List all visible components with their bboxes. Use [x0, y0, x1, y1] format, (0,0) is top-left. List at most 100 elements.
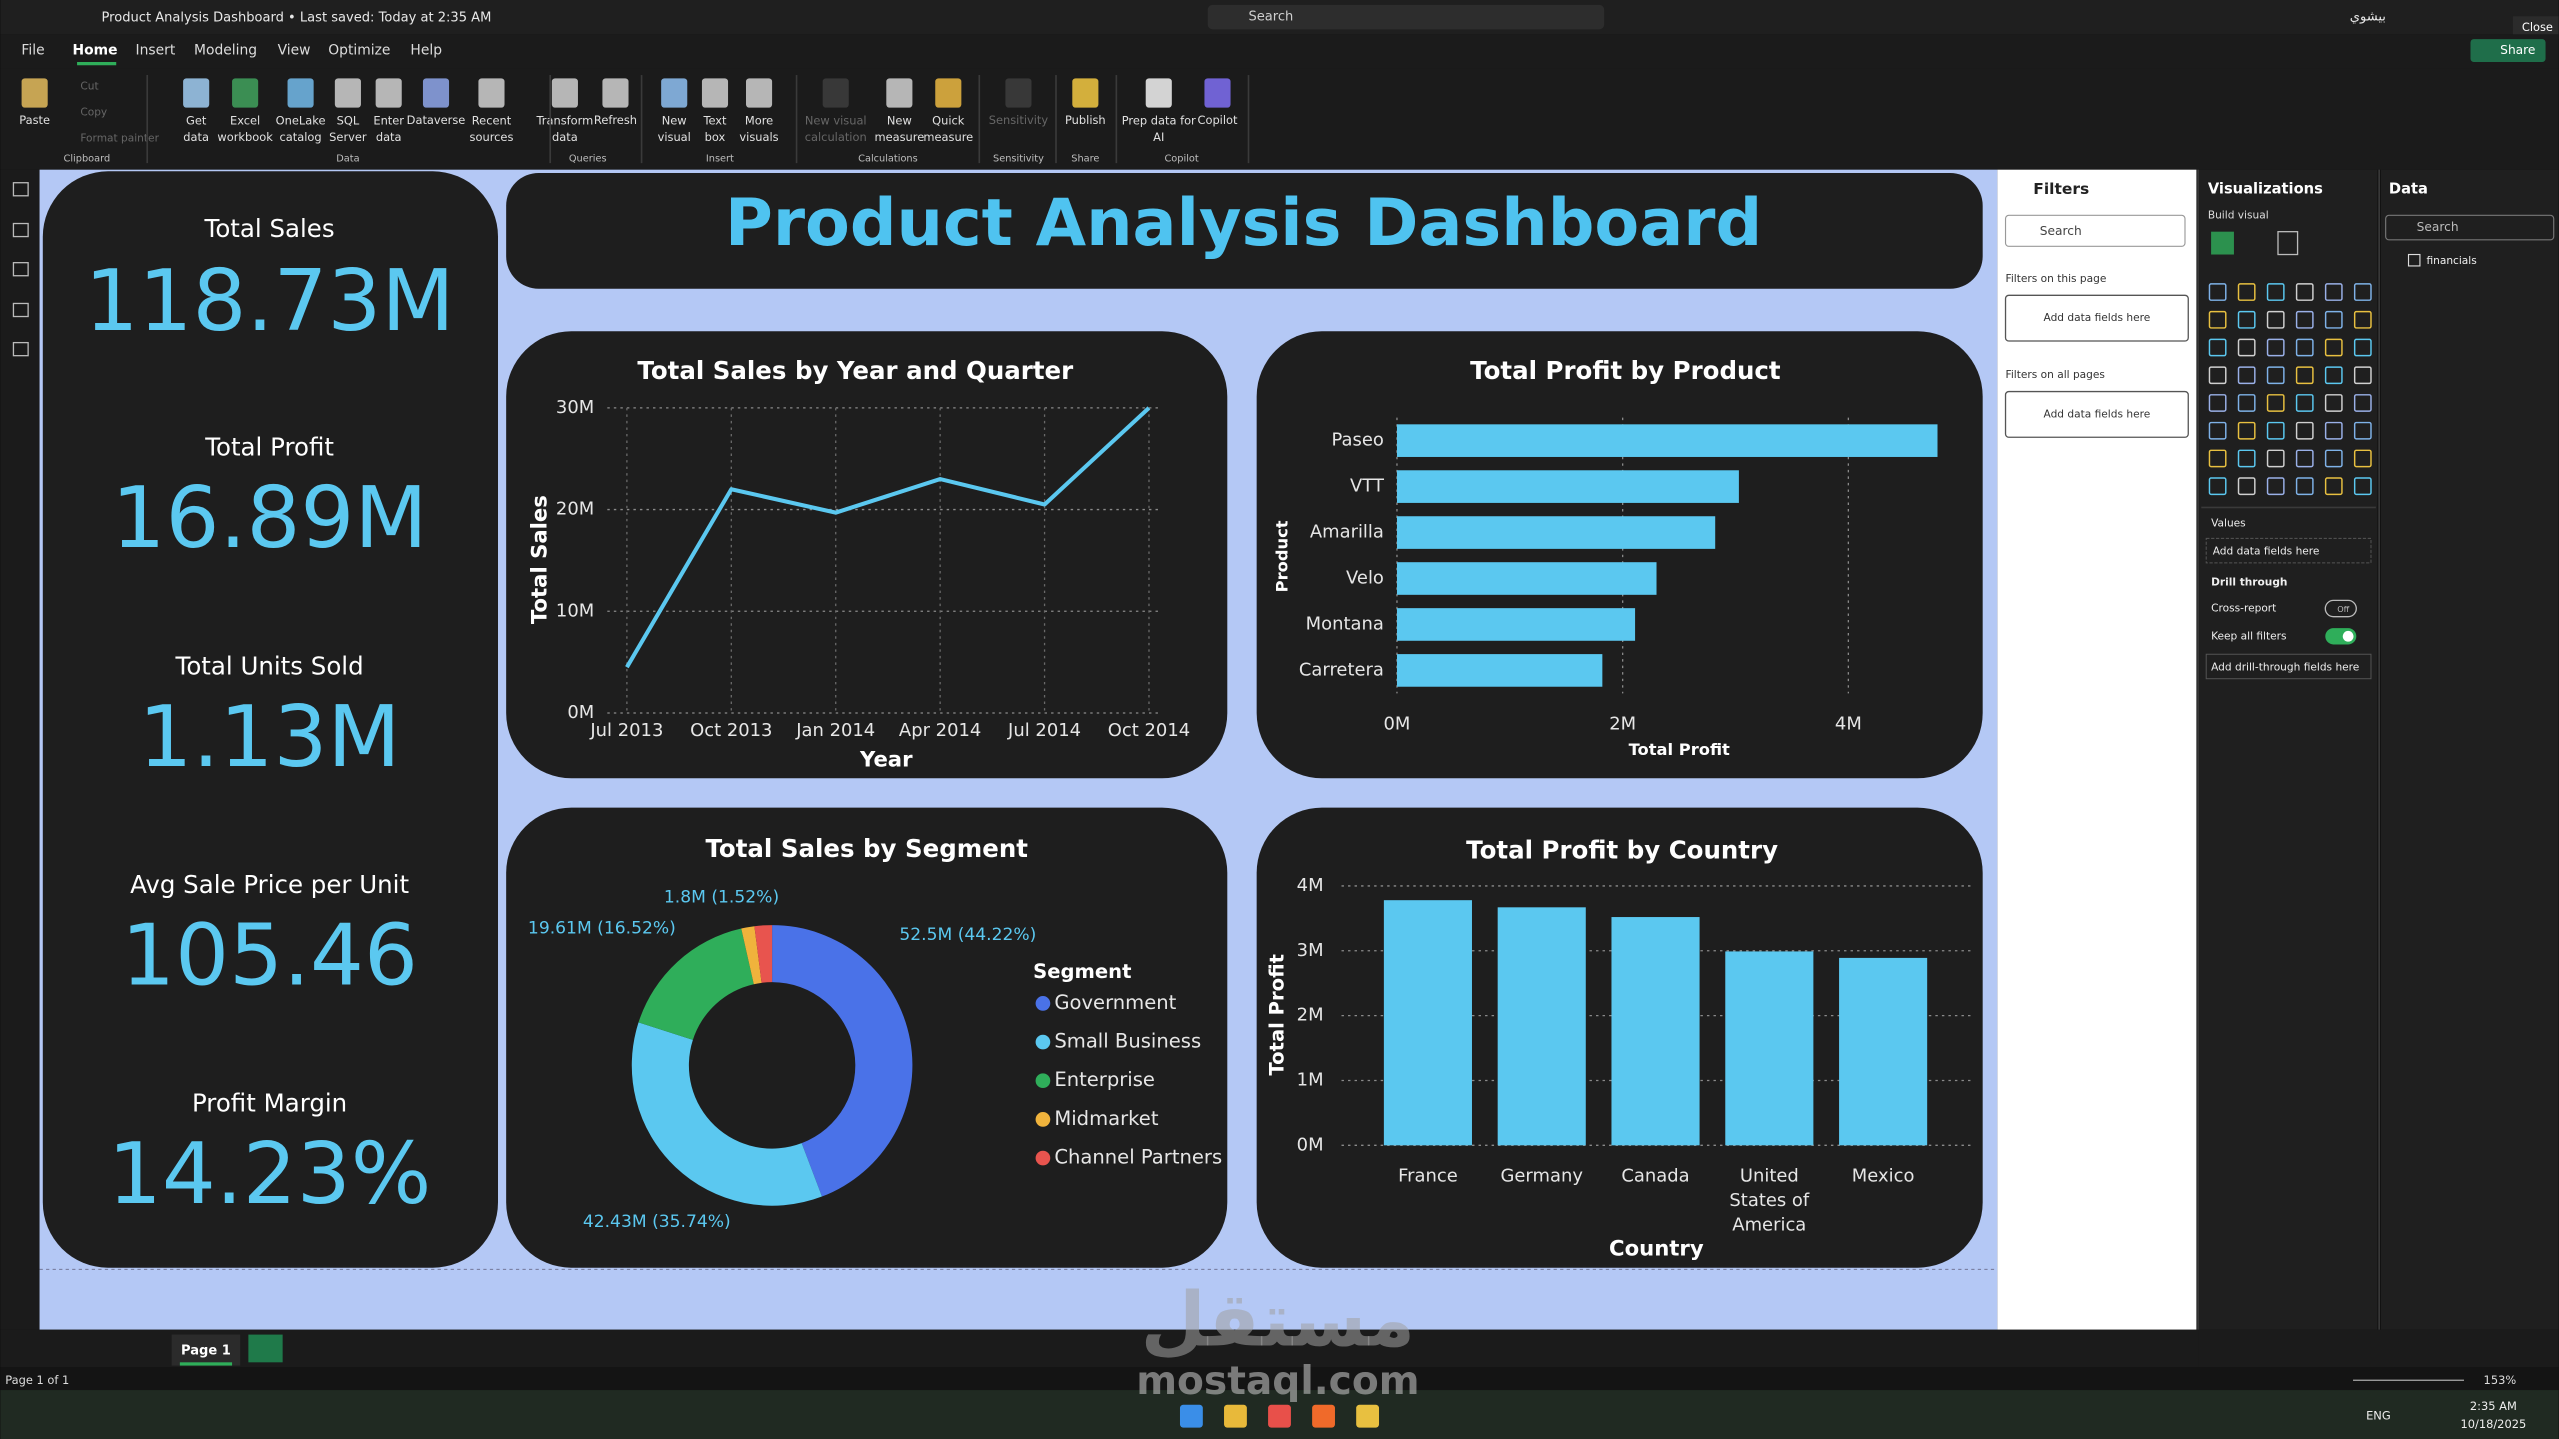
visual-type-icon [2266, 421, 2285, 440]
ribbon-button[interactable]: Excel workbook [217, 113, 273, 143]
share-btn [2470, 39, 2546, 62]
legend-item: Small Business [1054, 1030, 1201, 1053]
clipboard-action[interactable]: Format painter [80, 133, 159, 145]
x-tick-label: 4M [1835, 713, 1862, 734]
search-placeholder[interactable]: Search [1249, 10, 1294, 25]
x-tick-label: France [1398, 1165, 1458, 1186]
visual-type-icon [2237, 366, 2256, 385]
ribbon-group-label: Copilot [1164, 153, 1198, 164]
taskbar-app [1179, 1404, 1203, 1428]
ribbon-button[interactable]: OneLake catalog [276, 113, 326, 143]
visual-type-icon [2208, 283, 2227, 301]
visual-type-icon [2324, 477, 2343, 496]
y-tick-label: 0M [567, 702, 594, 723]
ribbon-button[interactable]: New visual calculation [805, 113, 867, 143]
ribbon-button[interactable]: Get data [183, 113, 209, 143]
ribbon-button[interactable]: Quick measure [923, 113, 973, 143]
drop-zone-label[interactable]: Add data fields here [2044, 408, 2151, 420]
close-tooltip[interactable]: Close [2522, 20, 2553, 34]
ribbon-button[interactable]: Publish [1065, 113, 1106, 127]
ribbon-group-label: Clipboard [64, 153, 111, 164]
legend-item: Government [1054, 991, 1176, 1014]
ribbon-button[interactable]: Refresh [594, 113, 637, 127]
zoom-level[interactable]: 153% [2484, 1373, 2517, 1387]
ribbon-button[interactable]: Text box [702, 113, 727, 143]
x-tick-label: Germany [1500, 1165, 1583, 1186]
search-placeholder[interactable]: Search [2040, 224, 2082, 238]
menu-tab[interactable]: Help [410, 43, 442, 59]
tab-label[interactable]: Build visual [2208, 209, 2269, 221]
visual-type-icon [2353, 283, 2372, 301]
visual-type-icon [2324, 421, 2343, 440]
ribbon-icon [701, 78, 729, 108]
taskbar-app [1268, 1404, 1291, 1428]
kpi-label: Total Profit [204, 433, 334, 462]
ribbon-icon [1145, 78, 1172, 108]
visual-type-icon [2237, 338, 2256, 357]
ribbon-button[interactable]: Enter data [373, 113, 404, 143]
menu-tab[interactable]: Home [73, 43, 118, 59]
data-search [2385, 214, 2555, 241]
legend-item: Channel Partners [1054, 1146, 1222, 1169]
kpi-label: Total Units Sold [175, 651, 364, 680]
page-bar-right [2198, 1329, 2559, 1368]
ribbon-group-label: Sensitivity [993, 153, 1044, 164]
clipboard-action[interactable]: Copy [80, 107, 107, 119]
x-tick-label: Jan 2014 [795, 720, 875, 741]
menu-tab[interactable]: Insert [136, 43, 176, 59]
ribbon-button[interactable]: Dataverse [407, 113, 466, 127]
drop-zone-label[interactable]: Add data fields here [2044, 312, 2151, 324]
visual-type-icon [2266, 283, 2285, 301]
share-button[interactable]: Share [2500, 43, 2535, 57]
y-tick-label: 0M [1297, 1134, 1324, 1155]
drop-zone-label[interactable]: Add drill-through fields here [2211, 661, 2359, 673]
ribbon-button[interactable]: Copilot [1198, 113, 1238, 127]
kpi-card [42, 171, 499, 1268]
visual-type-icon [2295, 477, 2314, 496]
menu-tab[interactable]: Optimize [328, 43, 390, 59]
y-tick-label: 1M [1297, 1069, 1324, 1090]
search-placeholder[interactable]: Search [2417, 220, 2459, 234]
legend-item: Enterprise [1054, 1068, 1155, 1091]
section-title: Values [2211, 518, 2246, 530]
ribbon-button[interactable]: Prep data for AI [1122, 113, 1196, 143]
legend-swatch [1035, 996, 1051, 1011]
filters-pane [1997, 169, 2197, 1330]
y-tick-label: Velo [1346, 568, 1384, 589]
drop-zone-label[interactable]: Add data fields here [2213, 545, 2320, 557]
visual-type-icon [2208, 394, 2227, 412]
ribbon-button[interactable]: Paste [19, 113, 50, 127]
ribbon-button[interactable]: New measure [874, 113, 924, 143]
menu-tab[interactable]: File [21, 43, 44, 59]
page-tab[interactable]: Page 1 [181, 1343, 231, 1358]
toggle-state[interactable]: Off [2337, 604, 2349, 614]
x-tick-label: United States of America [1729, 1165, 1810, 1235]
ribbon-icon [334, 78, 361, 108]
ribbon-icon [886, 78, 913, 108]
user-name: بيشوي [2350, 10, 2386, 25]
title-card [506, 172, 1983, 289]
visual-type-icon [2353, 310, 2372, 329]
menu-tab[interactable]: View [278, 43, 311, 59]
pane-title: Filters [2033, 180, 2089, 198]
visual-type-icon [2324, 338, 2343, 357]
ribbon-button[interactable]: Sensitivity [989, 113, 1049, 127]
y-tick-label: 2M [1297, 1005, 1324, 1026]
add-page [248, 1334, 283, 1363]
page-bar [0, 1329, 2199, 1368]
ribbon-button[interactable]: SQL Server [329, 113, 367, 143]
x-tick-label: Apr 2014 [899, 720, 981, 741]
toggle-label: Keep all filters [2211, 630, 2286, 642]
data-label: 19.61M (16.52%) [528, 918, 676, 938]
ribbon-button[interactable]: New visual [658, 113, 691, 143]
ribbon-button[interactable]: Recent sources [470, 113, 514, 143]
table-name[interactable]: financials [2426, 255, 2476, 267]
rail-icon [12, 182, 29, 197]
chart-title: Total Sales by Segment [705, 834, 1028, 863]
clipboard-action[interactable]: Cut [80, 80, 98, 92]
menu-tab[interactable]: Modeling [194, 43, 257, 59]
ribbon-icon [935, 78, 962, 108]
ribbon-button[interactable]: More visuals [739, 113, 778, 143]
tray-lang: ENG [2366, 1409, 2391, 1423]
